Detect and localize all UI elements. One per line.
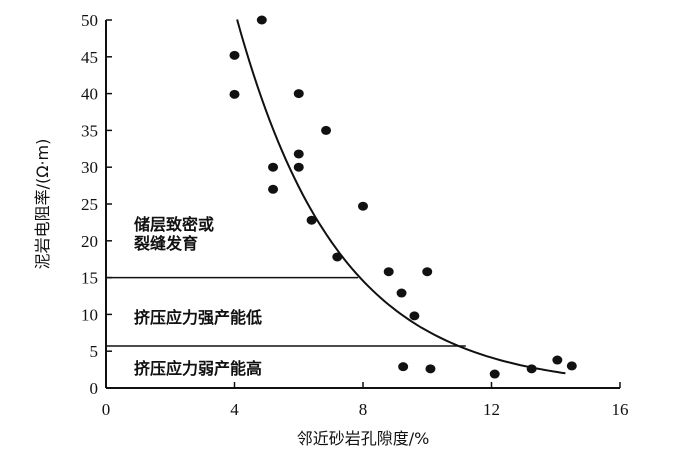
x-tick-label: 8 xyxy=(359,400,368,419)
data-point xyxy=(398,362,409,372)
y-tick-label: 50 xyxy=(81,11,98,30)
data-point xyxy=(526,364,537,374)
y-tick-label: 20 xyxy=(81,232,98,251)
x-tick-label: 4 xyxy=(230,400,239,419)
data-point xyxy=(268,162,279,172)
data-point xyxy=(229,50,240,60)
x-tick-label: 12 xyxy=(483,400,500,419)
data-point xyxy=(552,355,563,365)
x-tick-label: 0 xyxy=(102,400,111,419)
data-point xyxy=(293,89,304,99)
data-point xyxy=(332,252,343,262)
y-tick-label: 35 xyxy=(81,121,98,140)
data-point xyxy=(306,215,317,225)
data-point xyxy=(321,125,332,135)
data-point xyxy=(229,89,240,99)
data-point xyxy=(293,162,304,172)
annotation-weak-compression: 挤压应力弱产能高 xyxy=(134,359,262,378)
data-point xyxy=(425,364,436,374)
data-point xyxy=(489,369,500,379)
data-point xyxy=(422,267,433,277)
y-tick-label: 15 xyxy=(81,269,98,288)
annotation-tight-reservoir-line2: 裂缝发育 xyxy=(133,234,198,253)
data-point xyxy=(409,311,420,321)
y-tick-label: 40 xyxy=(81,85,98,104)
y-tick-label: 5 xyxy=(90,342,99,361)
y-tick-label: 10 xyxy=(81,305,98,324)
y-tick-label: 30 xyxy=(81,158,98,177)
data-point xyxy=(293,149,304,159)
y-tick-label: 25 xyxy=(81,195,98,214)
y-tick-label: 0 xyxy=(90,379,99,398)
y-tick-label: 45 xyxy=(81,48,98,67)
data-point xyxy=(566,361,577,371)
data-point xyxy=(268,184,279,194)
annotation-tight-reservoir-line1: 储层致密或 xyxy=(133,215,214,234)
trend-curve xyxy=(236,19,566,375)
x-axis-label: 邻近砂岩孔隙度/% xyxy=(297,429,430,448)
data-point xyxy=(396,288,407,298)
data-point xyxy=(383,267,394,277)
annotation-strong-compression: 挤压应力强产能低 xyxy=(134,308,262,327)
data-point xyxy=(256,15,267,25)
data-point xyxy=(358,201,368,211)
x-tick-label: 16 xyxy=(612,400,629,419)
y-axis-label: 泥岩电阻率/(Ω·m) xyxy=(33,139,52,270)
